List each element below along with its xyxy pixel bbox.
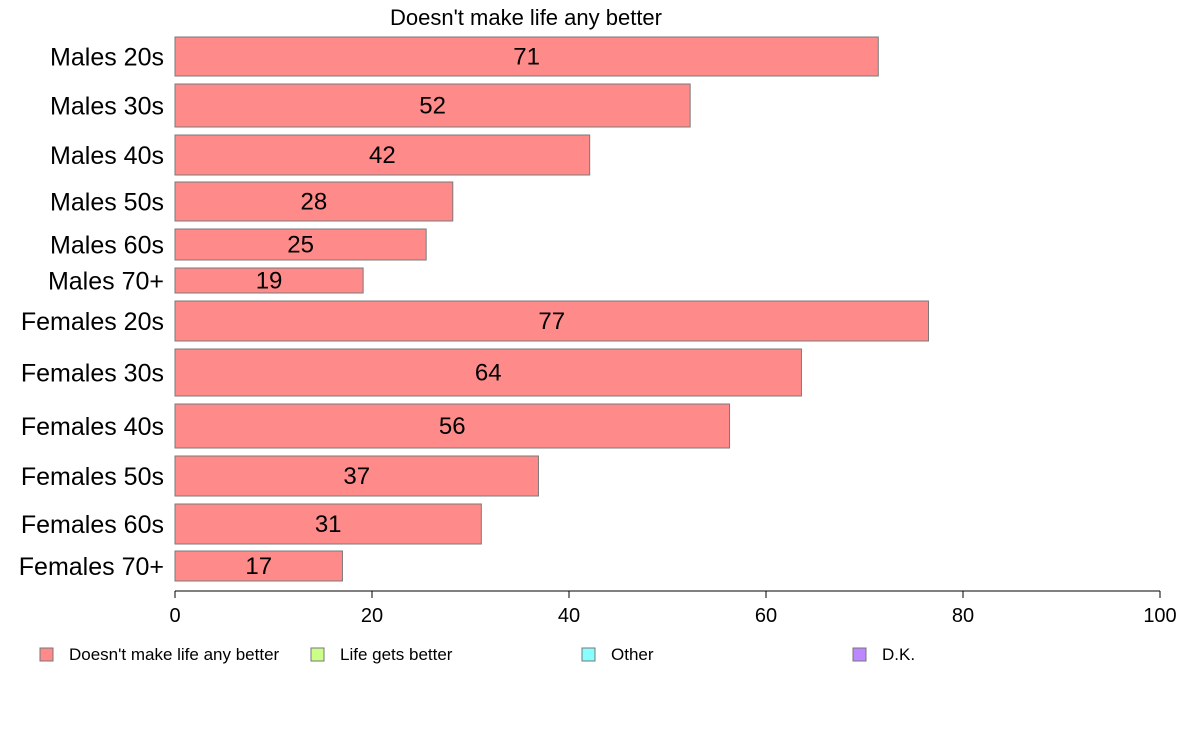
category-label: Females 40s [21, 413, 164, 441]
data-label: 42 [369, 142, 396, 169]
data-label: 56 [439, 413, 466, 440]
bar [174, 181, 454, 222]
category-label: Males 20s [50, 44, 164, 72]
data-label: 71 [513, 44, 540, 71]
data-label: 31 [315, 511, 342, 538]
category-label: Males 30s [50, 93, 164, 121]
x-tick-label: 40 [558, 605, 580, 627]
bar [174, 228, 427, 261]
x-tick-label: 60 [755, 605, 777, 627]
x-tick-label: 100 [1143, 605, 1176, 627]
legend-swatch [39, 647, 54, 662]
data-label: 77 [538, 308, 565, 335]
category-label: Males 60s [50, 232, 164, 260]
category-label: Males 50s [50, 189, 164, 217]
bars-group: Males 20s 71 Males 30s 52 Males 40s 42 Males 5… [19, 36, 930, 582]
x-tick-label: 20 [361, 605, 383, 627]
bar [174, 134, 591, 176]
bar [174, 267, 364, 294]
bar [174, 550, 343, 582]
category-label: Females 20s [21, 308, 164, 336]
bar [174, 36, 879, 77]
category-label: Females 60s [21, 511, 164, 539]
category-label: Males 70+ [48, 268, 164, 296]
bar [174, 348, 802, 397]
category-label: Females 30s [21, 360, 164, 388]
legend-swatch [852, 647, 867, 662]
legend-swatch [310, 647, 325, 662]
category-label: Females 70+ [19, 553, 164, 581]
data-label: 17 [245, 553, 272, 580]
data-label: 37 [343, 463, 370, 490]
legend-label: Life gets better [340, 645, 453, 664]
legend-swatch [581, 647, 596, 662]
category-label: Males 40s [50, 142, 164, 170]
chart-title: Doesn't make life any better [390, 5, 662, 30]
data-label: 28 [301, 189, 328, 216]
data-label: 19 [256, 268, 283, 295]
x-tick-label: 0 [169, 605, 180, 627]
legend: Doesn't make life any better Life gets be… [39, 645, 915, 664]
legend-label: D.K. [882, 645, 915, 664]
bar [174, 455, 539, 497]
data-label: 64 [475, 360, 502, 387]
category-label: Females 50s [21, 463, 164, 491]
bar [174, 300, 930, 342]
bar [174, 403, 731, 449]
legend-label: Other [611, 645, 654, 664]
x-tick-label: 80 [952, 605, 974, 627]
legend-label: Doesn't make life any better [69, 645, 280, 664]
x-axis: 0 20 40 60 80 100 [169, 590, 1177, 627]
bar [174, 83, 691, 128]
data-label: 25 [287, 232, 314, 259]
bar [174, 503, 482, 545]
data-label: 52 [419, 93, 446, 120]
